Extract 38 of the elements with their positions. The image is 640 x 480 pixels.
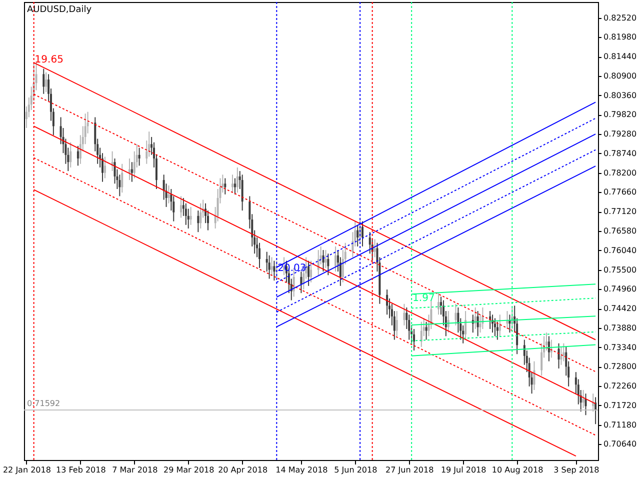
x-tick-label: 5 Jun 2018 xyxy=(334,466,378,474)
y-tick-label: 0.81440 xyxy=(604,52,637,62)
x-tick-label: 29 Mar 2018 xyxy=(163,466,214,474)
x-tick-label: 7 Mar 2018 xyxy=(112,466,158,474)
y-tick-label: 0.78740 xyxy=(604,148,637,158)
y-tick-label: 0.70640 xyxy=(604,440,637,449)
y-tick-label: 0.73880 xyxy=(604,323,637,332)
x-tick-label: 14 May 2018 xyxy=(276,466,328,474)
y-tick-label: 0.74960 xyxy=(604,284,637,294)
x-tick-label: 13 Feb 2018 xyxy=(56,466,106,474)
y-tick-label: 0.80900 xyxy=(604,71,637,80)
y-tick-label: 0.76040 xyxy=(604,246,637,255)
y-tick-label: 0.79820 xyxy=(604,110,637,120)
y-tick-label: 0.71180 xyxy=(604,420,637,430)
x-tick-label: 19 Jul 2018 xyxy=(440,466,486,474)
y-tick-label: 0.75500 xyxy=(604,265,637,274)
y-tick-label: 0.74420 xyxy=(604,304,637,314)
y-tick-label: 0.80360 xyxy=(604,90,637,100)
y-tick-label: 0.72800 xyxy=(604,362,637,372)
x-tick-label: 22 Jan 2018 xyxy=(2,466,51,474)
y-tick-label: 0.82520 xyxy=(604,13,637,22)
x-tick-label: 3 Sep 2018 xyxy=(554,466,600,474)
y-tick-label: 0.76580 xyxy=(604,226,637,236)
y-tick-label: 0.81980 xyxy=(604,32,637,42)
y-tick-label: 0.73340 xyxy=(604,342,637,352)
ref-line-label: 0.71592 xyxy=(27,399,60,408)
y-tick-label: 0.79280 xyxy=(604,130,637,139)
chart-title: AUDUSD,Daily xyxy=(27,5,92,15)
annotation: 19.65 xyxy=(34,54,64,66)
x-tick-label: 20 Apr 2018 xyxy=(218,466,268,474)
y-tick-label: 0.72260 xyxy=(604,382,637,391)
y-tick-label: 0.77120 xyxy=(604,207,637,216)
annotation: 1.97 xyxy=(412,292,435,304)
y-tick-label: 0.77660 xyxy=(604,188,637,197)
x-tick-label: 27 Jun 2018 xyxy=(386,466,434,474)
y-tick-label: 0.78200 xyxy=(604,168,637,178)
x-tick-label: 10 Aug 2018 xyxy=(492,466,544,474)
y-tick-label: 0.71720 xyxy=(604,400,637,410)
